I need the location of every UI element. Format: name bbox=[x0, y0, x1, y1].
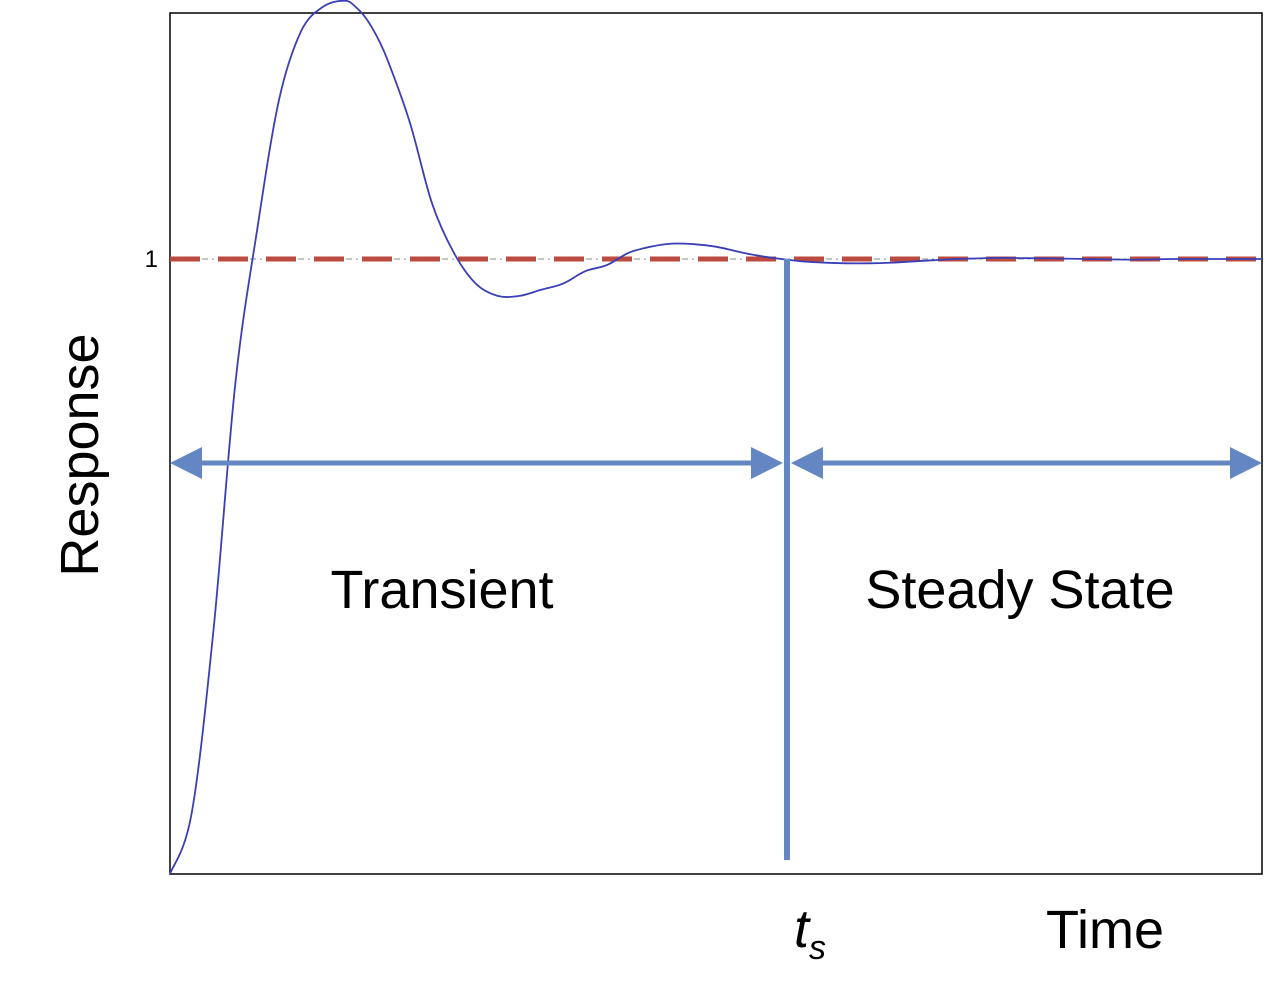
y-axis-label: Response bbox=[50, 333, 110, 576]
plot-frame bbox=[169, 12, 1263, 875]
y-tick-label: 1 bbox=[145, 246, 158, 273]
x-axis-label: Time bbox=[1046, 900, 1164, 960]
region-label-transient: Transient bbox=[330, 560, 553, 620]
settling-time-symbol: t bbox=[794, 899, 811, 959]
steady-state-arrow-head-left bbox=[790, 447, 823, 479]
transient-arrow-head-right bbox=[750, 447, 783, 479]
steady-state-arrow-head-right bbox=[1230, 447, 1262, 479]
response-curve-0 bbox=[169, 0, 1262, 875]
settling-time-subscript: s bbox=[809, 929, 826, 967]
transient-arrow-head-left bbox=[170, 447, 202, 479]
region-label-steady-state: Steady State bbox=[865, 560, 1174, 620]
settling-time-label: ts bbox=[794, 899, 826, 967]
